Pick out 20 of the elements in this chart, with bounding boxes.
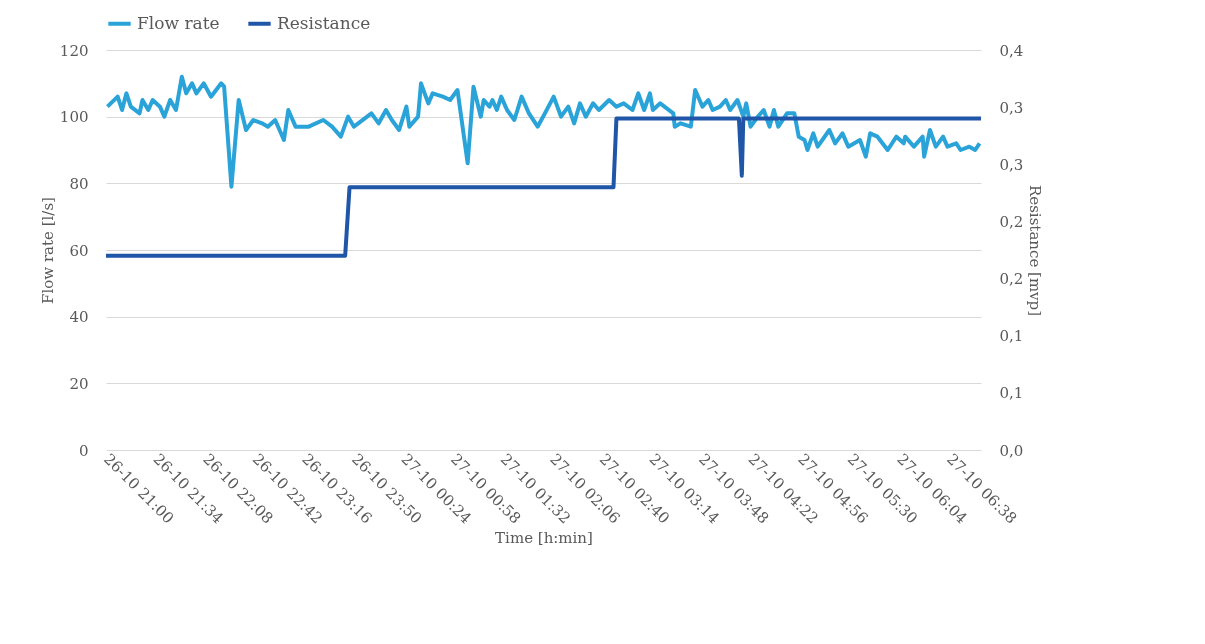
y2-tick-label: 0,0 bbox=[999, 441, 1024, 460]
y-tick-label: 0 bbox=[78, 441, 89, 460]
y-tick-label: 60 bbox=[69, 241, 89, 260]
y-tick-label: 100 bbox=[59, 108, 89, 127]
legend-label: Flow rate bbox=[137, 12, 220, 33]
y-tick-label: 20 bbox=[69, 374, 89, 393]
y2-tick-label: 0,2 bbox=[999, 212, 1024, 231]
y-tick-label: 120 bbox=[59, 41, 89, 60]
legend-label: Resistance bbox=[277, 12, 371, 33]
y2-tick-label: 0,1 bbox=[999, 327, 1024, 346]
y2-tick-label: 0,4 bbox=[999, 41, 1024, 60]
x-axis-title: Time [h:min] bbox=[495, 528, 593, 547]
y2-tick-label: 0,2 bbox=[999, 270, 1024, 289]
y2-tick-label: 0,1 bbox=[999, 384, 1024, 403]
y2-axis-title: Resistance [mvp] bbox=[1026, 184, 1045, 317]
y-tick-label: 40 bbox=[69, 308, 89, 327]
y2-tick-label: 0,3 bbox=[999, 98, 1024, 117]
y2-tick-label: 0,3 bbox=[999, 155, 1024, 174]
y-axis-title: Flow rate [l/s] bbox=[38, 197, 57, 304]
y-tick-label: 80 bbox=[69, 174, 89, 193]
